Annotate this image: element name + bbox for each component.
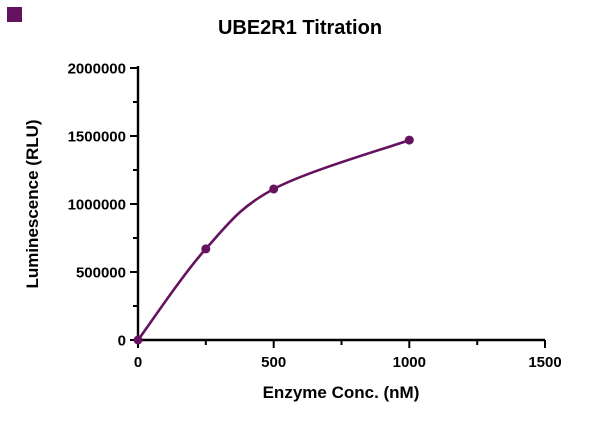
chart-title: UBE2R1 Titration xyxy=(218,17,382,39)
y-tick-label: 1000000 xyxy=(68,197,126,214)
fit-curve xyxy=(136,138,410,341)
x-axis-label: Enzyme Conc. (nM) xyxy=(263,383,420,402)
data-point xyxy=(404,135,414,145)
x-tick-label: 1500 xyxy=(528,354,561,371)
y-axis-label: Luminescence (RLU) xyxy=(23,119,42,288)
y-tick-label: 2000000 xyxy=(68,61,126,78)
x-tick-label: 1000 xyxy=(393,354,426,371)
y-tick-label: 500000 xyxy=(76,265,126,282)
data-point xyxy=(133,335,143,345)
x-tick-label: 0 xyxy=(134,354,142,371)
data-point xyxy=(201,244,211,254)
y-tick-label: 0 xyxy=(118,333,126,350)
legend-swatch xyxy=(7,7,22,22)
y-tick-label: 1500000 xyxy=(68,129,126,146)
x-tick-label: 500 xyxy=(261,354,286,371)
plot-area: 0 500 1000 1500 0 500000 1000000 1500000 2000000 xyxy=(68,61,562,372)
data-point xyxy=(269,184,279,194)
